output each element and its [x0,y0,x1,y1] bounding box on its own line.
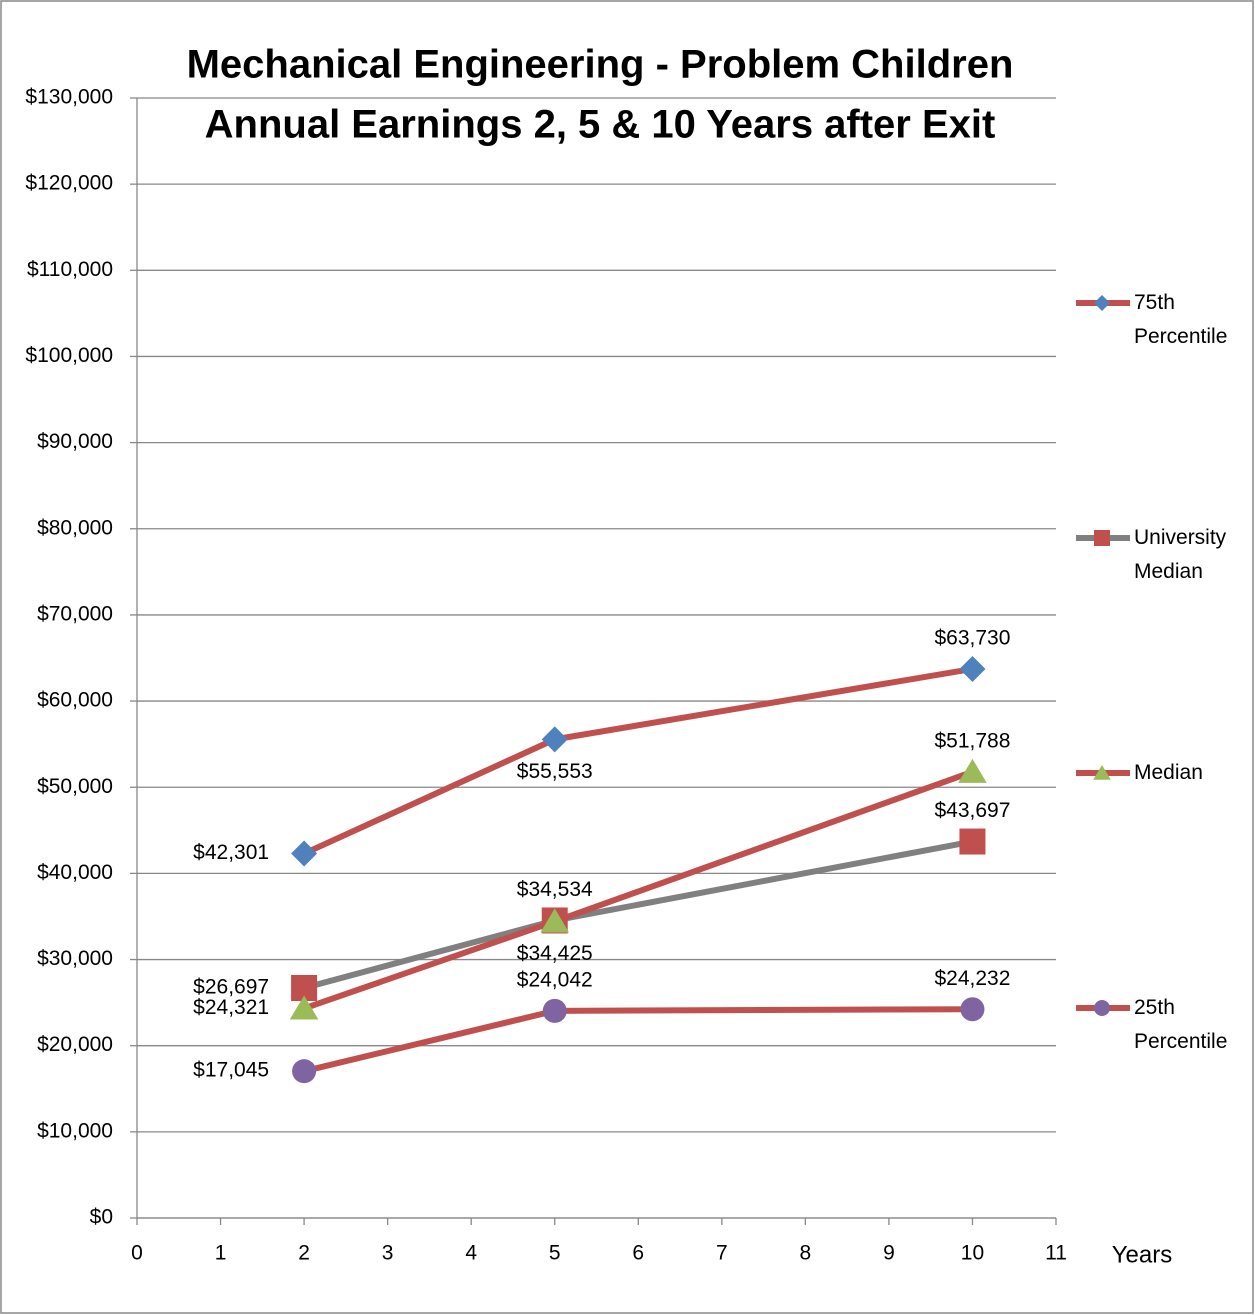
value-label: $26,697 [193,976,269,999]
x-axis-label: Years [1112,1241,1173,1268]
y-tick-label: $30,000 [37,947,113,970]
x-tick-label: 10 [961,1242,984,1265]
marker [960,997,985,1022]
x-tick-label: 2 [298,1242,310,1265]
value-label: $63,730 [934,626,1010,649]
legend-marker [1094,530,1110,546]
x-tick-label: 3 [382,1242,394,1265]
x-tick-label: 9 [883,1242,895,1265]
y-tick-label: $120,000 [25,172,113,195]
y-tick-label: $20,000 [37,1033,113,1056]
value-label: $34,425 [517,942,593,965]
y-tick-label: $0 [90,1206,113,1229]
marker [291,840,318,867]
value-label: $24,321 [193,996,269,1019]
x-tick-label: 6 [632,1242,644,1265]
chart-title: Mechanical Engineering - Problem Childre… [187,43,1014,87]
x-tick-label: 4 [465,1242,477,1265]
x-tick-label: 8 [800,1242,812,1265]
value-label: $17,045 [193,1059,269,1082]
x-tick-label: 5 [549,1242,561,1265]
x-tick-label: 1 [215,1242,227,1265]
y-tick-label: $40,000 [37,861,113,884]
legend-label: 75th Percentile [1134,291,1228,348]
y-tick-label: $50,000 [37,775,113,798]
y-tick-label: $60,000 [37,689,113,712]
y-tick-label: $90,000 [37,430,113,453]
x-tick-label: 7 [716,1242,728,1265]
x-tick-label: 0 [131,1242,143,1265]
y-tick-label: $10,000 [37,1119,113,1142]
value-label: $34,534 [517,878,593,901]
marker [541,726,568,753]
value-label: $42,301 [193,841,269,864]
y-tick-label: $70,000 [37,602,113,625]
legend-label: University Median [1134,526,1227,583]
marker [958,758,987,783]
legend-marker [1093,765,1111,780]
legend-label: Median [1134,761,1203,784]
value-label: $51,788 [934,729,1010,752]
y-tick-label: $80,000 [37,516,113,539]
marker [292,1059,317,1084]
chart-title: Annual Earnings 2, 5 & 10 Years after Ex… [205,103,996,147]
x-tick-label: 11 [1045,1242,1067,1265]
value-label: $55,553 [517,760,593,783]
legend-marker [1094,1000,1110,1016]
value-label: $24,042 [517,968,593,991]
marker [959,828,986,855]
marker [959,655,986,682]
y-tick-label: $100,000 [25,344,113,367]
y-tick-label: $110,000 [27,258,113,281]
marker [542,998,567,1023]
y-tick-label: $130,000 [25,86,113,109]
marker [540,908,570,933]
value-label: $43,697 [934,799,1010,822]
value-label: $24,232 [934,967,1010,990]
legend-marker [1094,295,1110,311]
marker [289,995,319,1020]
legend-label: 25th Percentile [1134,996,1228,1053]
